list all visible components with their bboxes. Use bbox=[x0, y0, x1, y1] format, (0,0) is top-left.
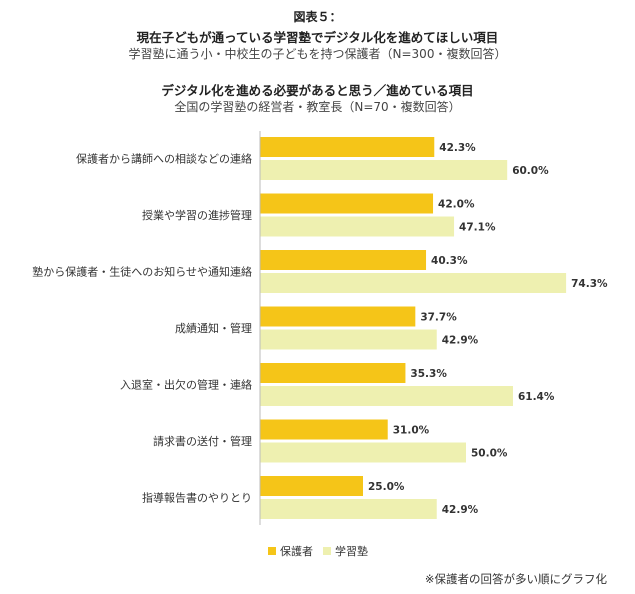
bar-parents bbox=[260, 137, 435, 157]
category-label: 指導報告書のやりとり bbox=[142, 491, 252, 505]
data-label: 60.0% bbox=[512, 165, 549, 177]
bar-juku bbox=[260, 216, 455, 237]
data-label: 25.0% bbox=[368, 481, 405, 493]
figure-label: 図表５： bbox=[293, 10, 342, 24]
bar-parents bbox=[260, 419, 388, 440]
data-label: 37.7% bbox=[420, 312, 457, 324]
legend-item-parents: 保護者 bbox=[268, 543, 313, 559]
data-label: 47.1% bbox=[459, 222, 496, 234]
legend-label-parents: 保護者 bbox=[280, 545, 313, 558]
bar-juku bbox=[260, 160, 508, 180]
bar-juku bbox=[260, 386, 513, 406]
data-label: 42.0% bbox=[438, 199, 475, 211]
legend-label-juku: 学習塾 bbox=[335, 545, 368, 558]
data-label: 42.3% bbox=[439, 142, 476, 154]
data-label: 74.3% bbox=[571, 278, 608, 290]
chart-title-primary: 現在子どもが通っている学習塾でデジタル化を進めてほしい項目 bbox=[136, 30, 499, 45]
category-label: 入退室・出欠の管理・連絡 bbox=[120, 378, 252, 392]
category-label: 請求書の送付・管理 bbox=[153, 434, 252, 448]
bar-juku bbox=[260, 442, 466, 463]
category-label: 保護者から講師への相談などの連絡 bbox=[76, 152, 252, 166]
category-label: 授業や学習の進捗管理 bbox=[142, 208, 252, 222]
bar-juku bbox=[260, 329, 437, 350]
bar-juku bbox=[260, 499, 437, 519]
bar-parents bbox=[260, 363, 406, 383]
legend-swatch-juku bbox=[323, 547, 331, 555]
data-label: 50.0% bbox=[471, 448, 508, 460]
legend: 保護者 学習塾 bbox=[268, 543, 378, 559]
category-label: 塾から保護者・生徒へのお知らせや通知連絡 bbox=[32, 265, 252, 279]
data-label: 42.9% bbox=[442, 335, 479, 347]
data-label: 42.9% bbox=[442, 504, 479, 516]
footnote: ※保護者の回答が多い順にグラフ化 bbox=[424, 572, 607, 586]
bar-parents bbox=[260, 250, 427, 270]
data-label: 35.3% bbox=[410, 368, 447, 380]
category-label: 成績通知・管理 bbox=[175, 321, 252, 335]
bar-juku bbox=[260, 273, 567, 293]
legend-item-juku: 学習塾 bbox=[323, 543, 368, 559]
data-label: 40.3% bbox=[431, 255, 468, 267]
chart-title-secondary: デジタル化を進める必要があると思う／進めている項目 bbox=[161, 83, 474, 98]
bar-parents bbox=[260, 476, 363, 496]
bar-parents bbox=[260, 306, 416, 327]
bar-parents bbox=[260, 193, 434, 214]
chart-subtitle-primary: 学習塾に通う小・中校生の子どもを持つ保護者（N=300・複数回答） bbox=[128, 47, 507, 61]
data-label: 31.0% bbox=[393, 425, 430, 437]
legend-swatch-parents bbox=[268, 547, 276, 555]
data-label: 61.4% bbox=[518, 391, 555, 403]
chart-subtitle-secondary: 全国の学習塾の経営者・教室長（N=70・複数回答） bbox=[174, 100, 461, 114]
